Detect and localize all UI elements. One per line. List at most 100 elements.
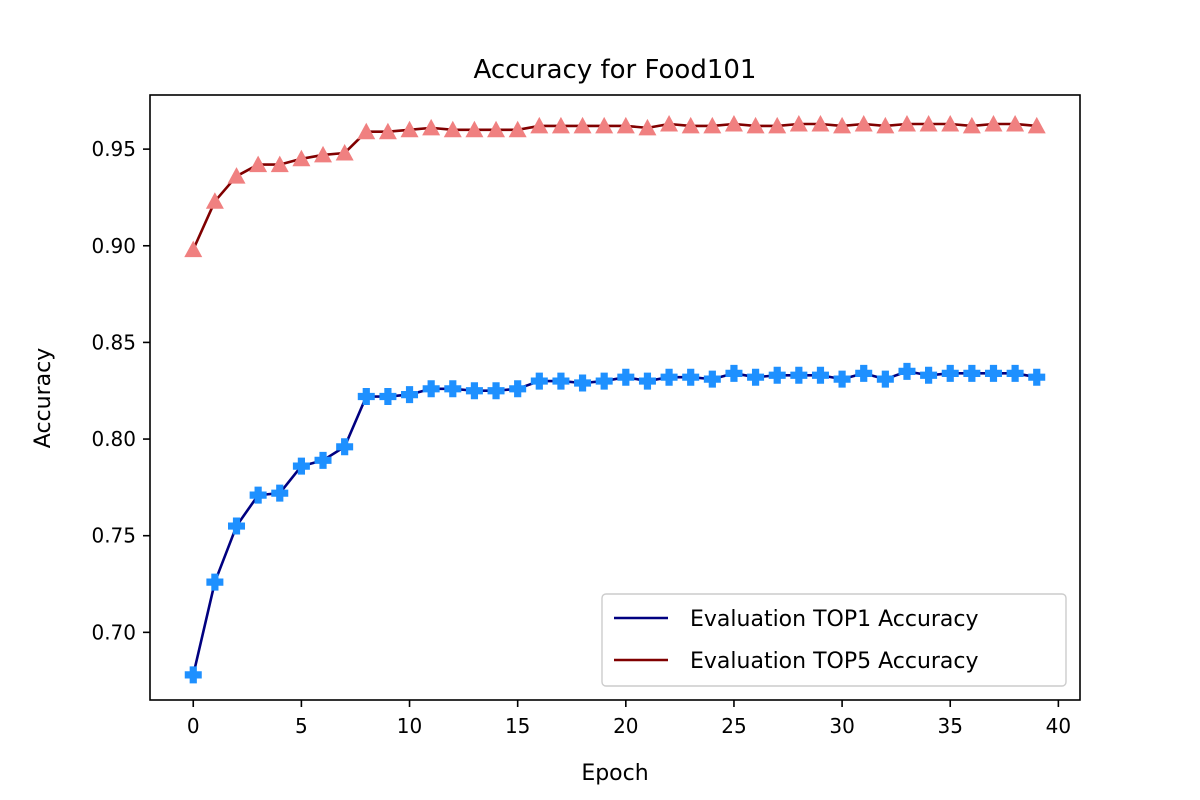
data-point-top1	[876, 370, 894, 388]
data-point-top1	[401, 386, 419, 404]
data-point-top5	[681, 116, 700, 134]
data-point-top5	[314, 145, 333, 163]
data-point-top1	[595, 372, 613, 390]
plot-area	[184, 114, 1046, 684]
data-point-top5	[919, 114, 938, 132]
x-tick-label: 30	[829, 714, 854, 738]
data-point-top5	[768, 116, 787, 134]
data-point-top1	[574, 374, 592, 392]
data-point-top5	[530, 116, 549, 134]
data-point-top1	[530, 372, 548, 390]
y-tick-label: 0.95	[91, 137, 136, 161]
data-point-top5	[487, 120, 506, 138]
y-tick-label: 0.90	[91, 234, 136, 258]
data-point-top5	[249, 155, 268, 173]
data-point-top1	[811, 366, 829, 384]
data-point-top1	[920, 366, 938, 384]
data-point-top1	[898, 362, 916, 380]
x-axis-label: Epoch	[581, 761, 648, 786]
axis-ticks: 0 5 10 15 20 25 30 35 40 0.70 0.75 0.80 0.85 0.90 0.95	[91, 137, 1071, 738]
data-point-top1	[228, 517, 246, 535]
data-point-top5	[184, 240, 203, 258]
data-point-top1	[357, 388, 375, 406]
data-point-top1	[292, 457, 310, 475]
chart-title: Accuracy for Food101	[474, 55, 757, 85]
data-point-top5	[400, 120, 419, 138]
data-point-top5	[876, 116, 895, 134]
data-point-top5	[378, 122, 397, 140]
data-point-top1	[941, 364, 959, 382]
data-point-top5	[465, 120, 484, 138]
data-point-top1	[660, 368, 678, 386]
legend: Evaluation TOP1 Accuracy Evaluation TOP5 …	[601, 593, 1067, 687]
data-point-top1	[422, 380, 440, 398]
x-tick-label: 35	[938, 714, 963, 738]
data-point-top5	[595, 116, 614, 134]
data-point-top1	[703, 370, 721, 388]
series-line-top1	[191, 370, 1037, 676]
data-point-top1	[617, 368, 635, 386]
data-point-top1	[790, 366, 808, 384]
data-point-top1	[984, 364, 1002, 382]
x-tick-label: 40	[1046, 714, 1071, 738]
data-point-top5	[897, 114, 916, 132]
data-point-top1	[444, 380, 462, 398]
y-tick-label: 0.85	[91, 330, 136, 354]
data-point-top1	[552, 372, 570, 390]
series-line-top5	[192, 122, 1037, 251]
x-tick-label: 25	[721, 714, 746, 738]
data-point-top5	[508, 120, 527, 138]
data-point-top5	[616, 116, 635, 134]
data-point-top1	[1006, 364, 1024, 382]
data-point-top1	[465, 382, 483, 400]
legend-label-top5: Evaluation TOP5 Accuracy	[690, 649, 979, 674]
data-point-top1	[184, 666, 202, 684]
legend-label-top1: Evaluation TOP1 Accuracy	[690, 607, 979, 632]
data-point-top1	[249, 486, 267, 504]
data-point-top1	[1028, 368, 1046, 386]
data-point-top5	[638, 118, 657, 136]
data-point-top1	[638, 372, 656, 390]
x-tick-label: 0	[187, 714, 200, 738]
data-point-top1	[833, 370, 851, 388]
data-point-top1	[682, 368, 700, 386]
data-point-top5	[422, 118, 441, 136]
data-point-top5	[573, 116, 592, 134]
data-point-top1	[206, 573, 224, 591]
data-point-top1	[963, 364, 981, 382]
data-point-top5	[357, 122, 376, 140]
data-point-top5	[205, 192, 224, 209]
data-point-top5	[1006, 114, 1025, 132]
data-point-top5	[270, 155, 289, 173]
data-point-top5	[551, 116, 570, 134]
data-point-top1	[271, 484, 289, 502]
data-point-top1	[725, 364, 743, 382]
data-point-top5	[724, 114, 743, 132]
legend-box	[601, 593, 1067, 687]
y-tick-label: 0.75	[91, 524, 136, 548]
data-point-top5	[833, 116, 852, 134]
data-point-top5	[443, 120, 462, 138]
data-point-top5	[227, 167, 246, 184]
x-tick-label: 5	[295, 714, 308, 738]
data-point-top5	[703, 116, 722, 134]
data-point-top5	[941, 114, 960, 132]
data-point-top5	[292, 149, 311, 167]
data-point-top1	[768, 366, 786, 384]
y-tick-label: 0.80	[91, 427, 136, 451]
data-point-top1	[487, 382, 505, 400]
data-point-top5	[660, 114, 679, 132]
data-point-top5	[984, 114, 1003, 132]
x-tick-label: 10	[397, 714, 422, 738]
x-tick-label: 15	[505, 714, 530, 738]
data-point-top1	[509, 380, 527, 398]
data-point-top1	[747, 368, 765, 386]
y-tick-label: 0.70	[91, 620, 136, 644]
data-point-top5	[789, 114, 808, 132]
data-point-top5	[335, 143, 354, 161]
data-point-top5	[854, 114, 873, 132]
x-tick-label: 20	[613, 714, 638, 738]
y-axis-label: Accuracy	[31, 348, 56, 448]
data-point-top1	[379, 388, 397, 406]
